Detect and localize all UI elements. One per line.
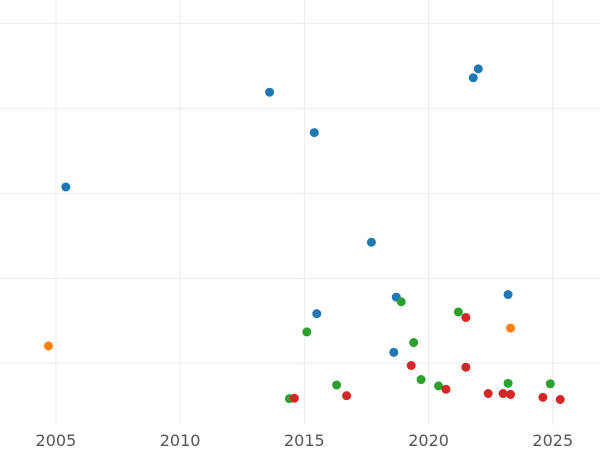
scatter-point [265,87,275,97]
x-tick-label: 2025 [532,431,573,450]
x-tick-label: 2015 [284,431,325,450]
scatter-point [289,393,299,403]
scatter-point [506,389,516,399]
scatter-point [416,375,426,385]
scatter-point [61,182,71,192]
x-tick-label: 2020 [408,431,449,450]
scatter-point [538,392,548,402]
scatter-point [309,128,319,138]
scatter-point [312,309,322,319]
scatter-point [503,290,513,300]
scatter-point [302,327,312,337]
x-tick-labels: 2005 2010 2015 2020 2025 [36,431,574,450]
scatter-point [43,341,53,351]
x-tick-label: 2005 [36,431,77,450]
scatter-point [389,347,399,357]
scatter-point [506,323,516,333]
x-tick-label: 2010 [160,431,201,450]
scatter-point [498,389,508,399]
scatter-point [441,384,451,394]
scatter-point [461,362,471,372]
scatter-point [342,391,352,401]
scatter-point [366,237,376,247]
scatter-point [409,338,419,348]
scatter-point [396,297,406,307]
scatter-point [555,395,565,404]
points-layer [43,64,565,404]
scatter-point [483,389,493,399]
scatter-point [332,380,342,390]
scatter-point [468,73,478,83]
scatter-point [434,381,444,391]
scatter-point [473,64,483,74]
scatter-point [406,361,416,370]
scatter-point [461,312,471,322]
scatter-point [453,307,463,317]
scatter-point [503,378,513,388]
grid-layer [0,0,600,425]
scatter-point [545,379,555,389]
